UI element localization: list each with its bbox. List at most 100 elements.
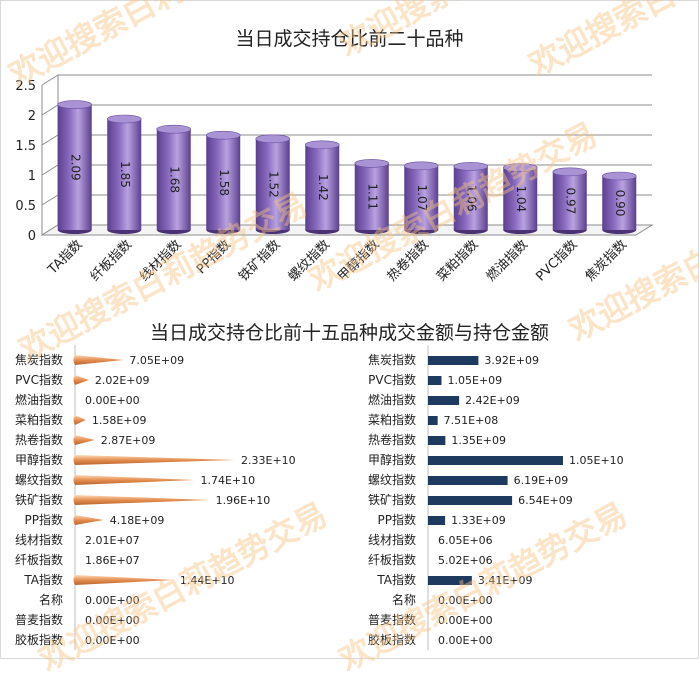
data-label: 0.00E+00 [85, 634, 140, 647]
data-label: 2.02E+09 [95, 374, 150, 387]
data-label: 1.42 [316, 174, 330, 201]
category-label: 螺纹指数 [15, 472, 63, 487]
data-label: 1.04 [514, 185, 528, 212]
bar [552, 171, 587, 230]
category-label: 燃油指数 [15, 392, 63, 407]
category-label: 普麦指数 [368, 612, 416, 627]
data-label: 1.35E+09 [451, 434, 506, 447]
bottom-bar-charts: 焦炭指数 7.05E+09 PVC指数 2.02E+09 燃油指数 0.00E+00 菜粕指… [15, 345, 624, 650]
bar [107, 119, 142, 230]
bar [428, 456, 563, 465]
bar [428, 416, 438, 425]
data-label: 1.58E+09 [92, 414, 147, 427]
bar [73, 575, 174, 585]
top-chart-title: 当日成交持仓比前二十品种 [235, 28, 464, 50]
category-label: 普麦指数 [15, 612, 63, 627]
y-tick-label: 2 [28, 109, 36, 124]
category-label: 螺纹指数 [368, 472, 416, 487]
data-label: 6.54E+09 [518, 494, 573, 507]
bar-top [156, 124, 192, 134]
data-label: 1.05E+09 [448, 374, 503, 387]
data-label: 1.05E+10 [569, 454, 624, 467]
bar [73, 435, 95, 445]
bar-top [354, 159, 390, 168]
category-label: 菜粕指数 [15, 412, 63, 427]
bar [73, 515, 104, 525]
bar [57, 104, 92, 230]
bar [404, 165, 439, 230]
data-label: 1.33E+09 [451, 514, 506, 527]
data-label: 2.87E+09 [101, 434, 156, 447]
bar [453, 166, 488, 230]
category-label: PP指数 [378, 512, 416, 527]
bar [206, 135, 241, 230]
x-tick-label: 甲醇指数 [334, 237, 382, 285]
data-label: 6.05E+06 [438, 534, 493, 547]
x-tick-label: 螺纹指数 [286, 237, 333, 284]
bar [428, 516, 446, 525]
x-tick-label: 纤板指数 [88, 237, 135, 284]
data-label: 1.96E+10 [216, 494, 271, 507]
category-label: 热卷指数 [368, 432, 416, 447]
bar-top [205, 130, 241, 140]
data-label: 1.07 [415, 185, 429, 212]
data-label: 1.52 [266, 171, 280, 198]
bar [73, 475, 195, 485]
x-tick-label: 焦炭指数 [583, 237, 630, 284]
bar-top [552, 167, 588, 177]
bar-top [502, 163, 538, 172]
category-label: PVC指数 [15, 372, 63, 387]
category-label: 线材指数 [368, 532, 416, 547]
bar-top [57, 100, 93, 109]
category-label: 焦炭指数 [368, 352, 416, 367]
bar [73, 455, 235, 465]
bar [428, 396, 460, 405]
category-label: 热卷指数 [15, 432, 63, 447]
category-label: PVC指数 [368, 372, 416, 387]
category-label: 铁矿指数 [15, 492, 63, 507]
bar [602, 176, 637, 230]
category-label: TA指数 [376, 572, 416, 587]
bar [354, 163, 389, 230]
y-tick-label: 0 [28, 229, 36, 244]
data-label: 2.09 [68, 154, 82, 181]
bar [428, 576, 472, 585]
bar [428, 436, 446, 445]
category-label: 焦炭指数 [15, 352, 63, 367]
data-label: 1.86E+07 [85, 554, 140, 567]
data-label: 5.02E+06 [438, 554, 493, 567]
bar [428, 476, 508, 485]
data-label: 0.00E+00 [85, 394, 140, 407]
bar [156, 129, 191, 230]
x-tick-label: PP指数 [194, 237, 234, 277]
data-label: 1.44E+10 [180, 574, 235, 587]
category-label: 胶板指数 [15, 632, 63, 647]
category-label: 名称 [392, 592, 416, 607]
data-label: 1.74E+10 [200, 474, 255, 487]
x-tick-label: PVC指数 [533, 237, 580, 284]
category-label: TA指数 [23, 572, 63, 587]
bottom-chart-title: 当日成交持仓比前十五品种成交金额与持仓金额 [149, 322, 549, 344]
category-label: 纤板指数 [15, 552, 63, 567]
x-tick-label: 菜粕指数 [434, 237, 481, 284]
data-label: 1.58 [217, 169, 231, 196]
bar-top [304, 140, 340, 150]
category-label: 胶板指数 [368, 632, 416, 647]
bar [73, 375, 89, 385]
data-label: 2.33E+10 [241, 454, 296, 467]
data-label: 2.01E+07 [85, 534, 140, 547]
y-tick-label: 0.5 [15, 199, 36, 214]
data-label: 7.51E+08 [444, 414, 499, 427]
bar [255, 138, 290, 230]
bar [73, 415, 86, 425]
x-tick-label: 热卷指数 [384, 237, 432, 285]
data-label: 0.00E+00 [85, 614, 140, 627]
x-tick-label: 线材指数 [137, 237, 184, 284]
x-tick-label: 铁矿指数 [236, 237, 283, 284]
bar-top [255, 134, 291, 144]
bar [73, 355, 124, 365]
bar [428, 496, 513, 505]
data-label: 1.06 [464, 185, 478, 212]
category-label: 甲醇指数 [368, 452, 416, 467]
gridline [41, 74, 652, 86]
